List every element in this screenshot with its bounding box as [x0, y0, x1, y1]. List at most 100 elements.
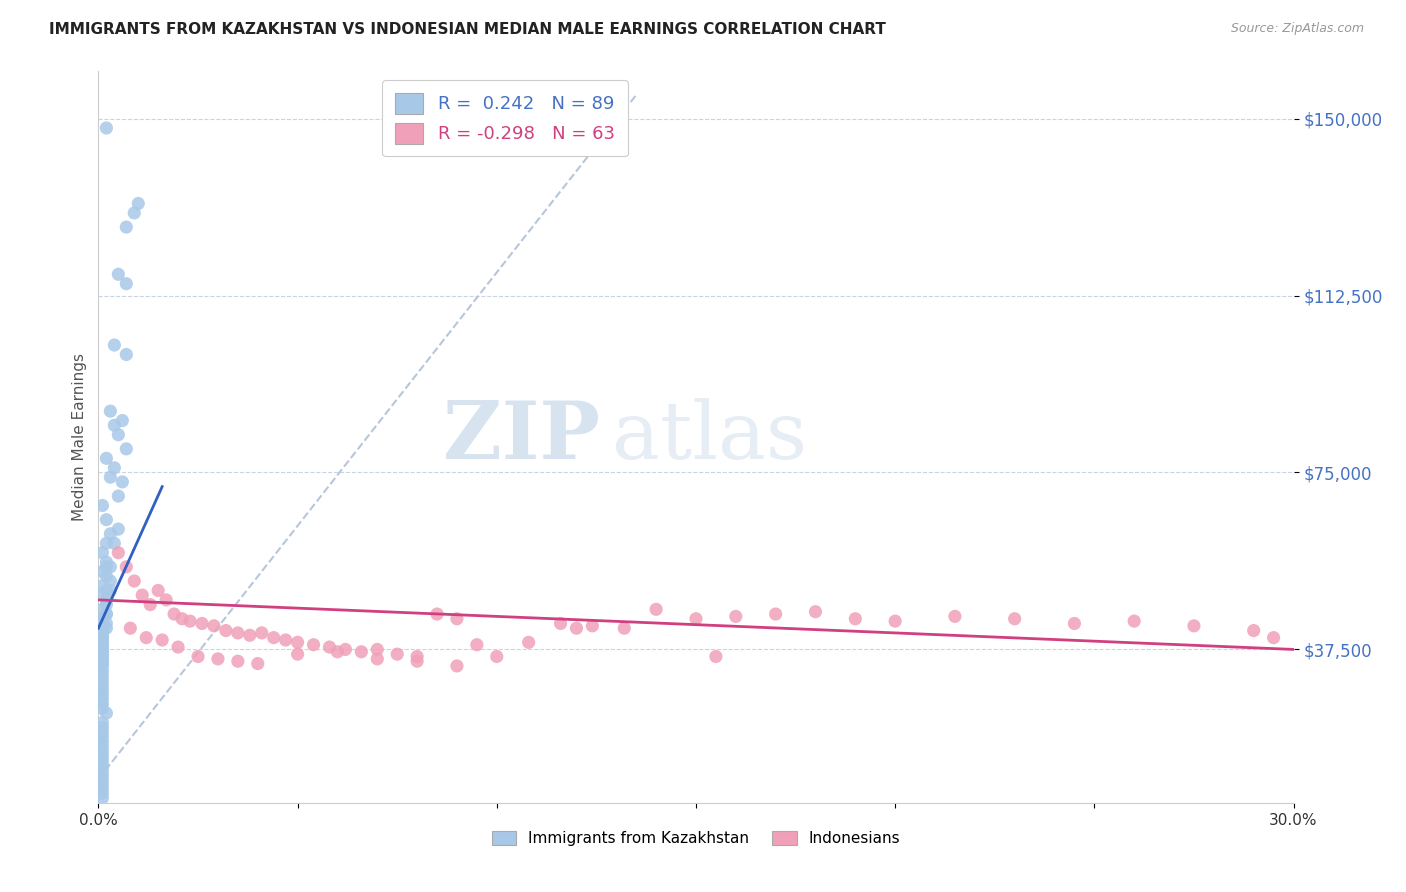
- Point: [446, 659, 468, 673]
- Point: [91, 725, 114, 739]
- Point: [239, 628, 262, 642]
- Point: [91, 715, 114, 730]
- Point: [91, 767, 114, 781]
- Point: [550, 616, 572, 631]
- Point: [107, 427, 129, 442]
- Point: [287, 635, 309, 649]
- Point: [485, 649, 508, 664]
- Point: [91, 612, 114, 626]
- Point: [302, 638, 325, 652]
- Point: [91, 640, 114, 654]
- Point: [226, 626, 249, 640]
- Point: [202, 619, 225, 633]
- Point: [326, 645, 349, 659]
- Point: [91, 678, 114, 692]
- Point: [98, 470, 122, 484]
- Point: [1063, 616, 1085, 631]
- Point: [111, 413, 134, 427]
- Point: [91, 546, 114, 560]
- Point: [426, 607, 449, 621]
- Point: [91, 720, 114, 734]
- Point: [135, 631, 157, 645]
- Point: [91, 777, 114, 791]
- Point: [91, 626, 114, 640]
- Point: [139, 598, 162, 612]
- Point: [96, 555, 118, 569]
- Point: [91, 763, 114, 777]
- Point: [465, 638, 488, 652]
- Point: [91, 668, 114, 682]
- Point: [263, 631, 285, 645]
- Point: [91, 645, 114, 659]
- Text: ZIP: ZIP: [443, 398, 600, 476]
- Point: [274, 632, 297, 647]
- Point: [91, 619, 114, 633]
- Point: [91, 730, 114, 744]
- Point: [844, 612, 866, 626]
- Point: [91, 654, 114, 668]
- Point: [91, 744, 114, 758]
- Point: [91, 649, 114, 664]
- Text: atlas: atlas: [613, 398, 807, 476]
- Text: Source: ZipAtlas.com: Source: ZipAtlas.com: [1230, 22, 1364, 36]
- Point: [91, 786, 114, 800]
- Point: [96, 593, 118, 607]
- Point: [91, 616, 114, 631]
- Point: [91, 739, 114, 754]
- Point: [107, 267, 129, 281]
- Point: [287, 647, 309, 661]
- Point: [1004, 612, 1026, 626]
- Point: [148, 583, 170, 598]
- Point: [91, 588, 114, 602]
- Point: [103, 536, 125, 550]
- Point: [115, 220, 138, 235]
- Point: [1243, 624, 1265, 638]
- Point: [1123, 614, 1146, 628]
- Point: [250, 626, 273, 640]
- Point: [96, 513, 118, 527]
- Point: [96, 451, 118, 466]
- Point: [96, 583, 118, 598]
- Point: [96, 607, 118, 621]
- Point: [517, 635, 540, 649]
- Point: [645, 602, 668, 616]
- Point: [91, 647, 114, 661]
- Point: [335, 642, 357, 657]
- Legend: Immigrants from Kazakhstan, Indonesians: Immigrants from Kazakhstan, Indonesians: [484, 823, 908, 854]
- Point: [91, 642, 114, 657]
- Point: [96, 598, 118, 612]
- Point: [884, 614, 907, 628]
- Point: [103, 418, 125, 433]
- Point: [246, 657, 269, 671]
- Point: [1182, 619, 1205, 633]
- Point: [565, 621, 588, 635]
- Point: [91, 579, 114, 593]
- Point: [96, 607, 118, 621]
- Point: [191, 616, 214, 631]
- Point: [187, 649, 209, 664]
- Point: [91, 664, 114, 678]
- Point: [91, 632, 114, 647]
- Point: [115, 442, 138, 456]
- Point: [215, 624, 238, 638]
- Point: [91, 692, 114, 706]
- Point: [107, 546, 129, 560]
- Point: [167, 640, 190, 654]
- Point: [98, 559, 122, 574]
- Point: [98, 526, 122, 541]
- Point: [96, 559, 118, 574]
- Text: IMMIGRANTS FROM KAZAKHSTAN VS INDONESIAN MEDIAN MALE EARNINGS CORRELATION CHART: IMMIGRANTS FROM KAZAKHSTAN VS INDONESIAN…: [49, 22, 886, 37]
- Point: [446, 612, 468, 626]
- Point: [103, 338, 125, 352]
- Point: [765, 607, 787, 621]
- Point: [91, 791, 114, 805]
- Point: [96, 569, 118, 583]
- Point: [96, 536, 118, 550]
- Point: [91, 701, 114, 715]
- Point: [318, 640, 340, 654]
- Point: [179, 614, 201, 628]
- Point: [91, 781, 114, 796]
- Point: [724, 609, 747, 624]
- Point: [91, 659, 114, 673]
- Point: [406, 654, 429, 668]
